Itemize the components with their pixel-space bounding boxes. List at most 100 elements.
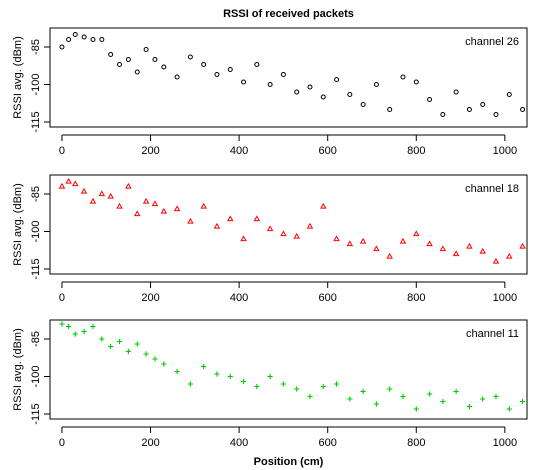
point <box>66 323 72 330</box>
point <box>160 207 168 214</box>
point <box>413 230 420 237</box>
point <box>90 37 96 42</box>
point <box>307 84 313 90</box>
annotation: channel 26 <box>465 36 519 48</box>
x-tick-label: 400 <box>230 145 248 157</box>
chart-title: RSSI of received packets <box>223 8 354 20</box>
x-tick-label: 600 <box>319 437 337 449</box>
point <box>226 215 234 222</box>
point <box>253 215 261 222</box>
point <box>506 252 513 259</box>
plot-frame <box>49 174 528 275</box>
point <box>519 398 526 405</box>
point <box>213 222 221 229</box>
point <box>108 52 114 57</box>
point <box>116 338 123 345</box>
point <box>72 32 78 37</box>
point <box>66 37 72 42</box>
point <box>99 37 105 42</box>
point <box>90 323 96 330</box>
point <box>142 197 150 204</box>
point <box>347 92 353 97</box>
point <box>440 112 446 117</box>
point <box>320 202 327 209</box>
point <box>360 388 366 395</box>
point <box>201 62 207 67</box>
x-tick-label: 1000 <box>493 292 517 304</box>
point <box>373 401 380 407</box>
x-tick-label: 200 <box>141 145 159 157</box>
point <box>125 348 131 355</box>
y-tick-label: -115 <box>30 258 42 279</box>
point <box>387 386 393 392</box>
point <box>480 396 486 402</box>
point <box>334 77 340 82</box>
point <box>400 393 406 400</box>
point <box>241 79 247 85</box>
point <box>214 72 220 77</box>
point <box>81 328 87 335</box>
point <box>71 180 79 187</box>
point <box>173 205 181 212</box>
point <box>59 44 65 50</box>
point <box>187 217 194 224</box>
point <box>152 57 158 62</box>
point <box>240 235 247 242</box>
y-axis-title: RSSI avg. (dBm) <box>12 183 24 266</box>
y-tick-label: -85 <box>30 39 42 55</box>
y-tick-label: -115 <box>30 111 42 132</box>
point <box>214 371 220 377</box>
point <box>133 210 141 217</box>
x-tick-label: 800 <box>407 437 425 449</box>
x-tick-label: 800 <box>407 145 425 157</box>
point <box>254 383 260 390</box>
point <box>227 67 233 72</box>
point <box>466 107 472 112</box>
point <box>347 396 353 402</box>
point <box>99 336 105 342</box>
x-tick-label: 400 <box>230 292 248 304</box>
point <box>492 257 500 264</box>
point <box>143 47 149 52</box>
x-tick-label: 400 <box>230 437 248 449</box>
point <box>174 368 180 375</box>
point <box>58 182 66 189</box>
point <box>98 190 106 197</box>
x-tick-label: 200 <box>141 292 159 304</box>
x-tick-label: 0 <box>59 292 65 304</box>
point <box>520 107 526 112</box>
y-tick-label: -100 <box>30 73 42 95</box>
point <box>187 54 193 60</box>
point <box>161 361 167 367</box>
point <box>399 237 407 244</box>
point <box>453 388 459 395</box>
point <box>493 112 499 117</box>
point <box>294 386 300 392</box>
point <box>280 381 287 387</box>
point <box>89 197 97 204</box>
point <box>143 351 149 357</box>
point <box>81 34 87 40</box>
point <box>320 383 326 390</box>
point <box>386 252 393 259</box>
y-tick-label: -100 <box>30 220 42 242</box>
x-tick-label: 0 <box>59 145 65 157</box>
point <box>293 232 300 239</box>
point <box>117 62 123 67</box>
point <box>373 82 379 87</box>
point <box>306 222 314 229</box>
point <box>480 102 486 107</box>
point <box>200 202 207 209</box>
point <box>294 89 300 95</box>
y-tick-label: -100 <box>30 365 42 387</box>
point <box>116 202 123 209</box>
x-tick-label: 1000 <box>493 145 517 157</box>
point <box>506 92 512 97</box>
point <box>152 356 158 362</box>
point <box>426 240 433 247</box>
point <box>65 177 72 184</box>
point <box>320 94 326 100</box>
point <box>174 74 180 80</box>
